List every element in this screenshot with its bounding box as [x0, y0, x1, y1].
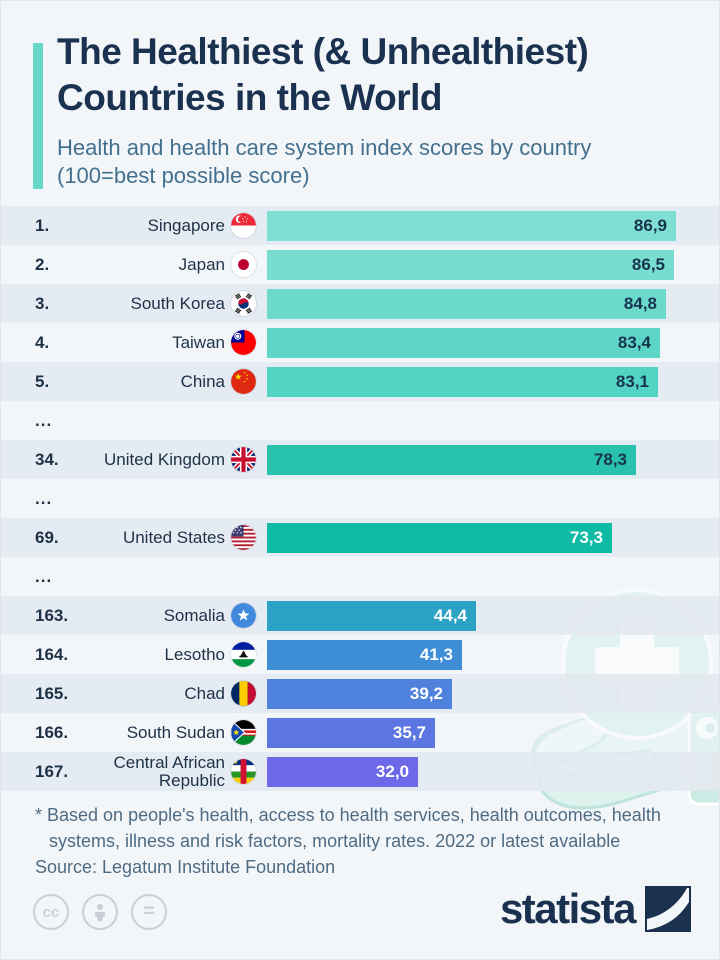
subtitle-line-1: Health and health care system index scor… [57, 135, 592, 160]
rank-label: 165. [35, 683, 69, 703]
country-label: Taiwan [172, 332, 225, 352]
country-label: China [180, 371, 225, 391]
table-row: 165. Chad 39,2 [1, 674, 719, 713]
equal-icon: = [131, 894, 167, 930]
subtitle-line-2: (100=best possible score) [57, 163, 310, 188]
page-title: The Healthiest (& Unhealthiest) Countrie… [57, 29, 589, 121]
score-bar: 86,5 [267, 249, 674, 280]
score-value: 83,1 [615, 371, 649, 391]
country-label: Lesotho [164, 644, 226, 664]
footnote-line-2: systems, illness and risk factors, morta… [49, 831, 621, 851]
rank-label: 167. [35, 761, 69, 781]
table-row: ... [1, 479, 719, 518]
score-value: 39,2 [409, 683, 443, 703]
score-bar: 78,3 [267, 444, 636, 475]
score-value: 78,3 [593, 449, 627, 469]
flag-icon [231, 642, 256, 667]
country-label: South Sudan [126, 722, 225, 742]
table-row: 166. South Sudan 35,7 [1, 713, 719, 752]
table-row: 164. Lesotho 41,3 [1, 635, 719, 674]
table-row: 1. Singapore 86,9 [1, 206, 719, 245]
flag-icon [231, 681, 256, 706]
footnote-line-1: * Based on people's health, access to he… [35, 805, 661, 825]
rank-label: ... [35, 566, 53, 586]
table-row: 163. Somalia 44,4 [1, 596, 719, 635]
country-label: Somalia [163, 605, 225, 625]
score-bar: 41,3 [267, 639, 462, 670]
score-bar: 83,1 [267, 366, 658, 397]
flag-icon [231, 213, 256, 238]
table-row: ... [1, 401, 719, 440]
attribution-person-icon [82, 894, 118, 930]
statista-wordmark: statista [499, 885, 637, 932]
flag-icon [231, 759, 256, 784]
table-row: 2. Japan 86,5 [1, 245, 719, 284]
rank-label: 34. [35, 449, 59, 469]
score-bar: 44,4 [267, 600, 476, 631]
country-label: Chad [184, 683, 225, 703]
cc-icon: cc [33, 894, 69, 930]
score-value: 84,8 [623, 293, 657, 313]
score-value: 83,4 [617, 332, 651, 352]
title-line-2: Countries in the World [57, 77, 443, 118]
table-row: 4. Taiwan 83,4 [1, 323, 719, 362]
score-value: 35,7 [392, 722, 426, 742]
score-value: 32,0 [375, 761, 409, 781]
rank-label: ... [35, 488, 53, 508]
table-row: 69. United States 73,3 [1, 518, 719, 557]
source-line: Source: Legatum Institute Foundation [35, 857, 336, 877]
country-label: United Kingdom [104, 449, 225, 469]
score-bar: 32,0 [267, 756, 418, 787]
flag-icon [231, 252, 256, 277]
country-label: United States [122, 527, 225, 547]
score-value: 44,4 [433, 605, 467, 625]
score-bar: 86,9 [267, 210, 676, 241]
rank-label: 164. [35, 644, 69, 664]
rank-label: 163. [35, 605, 69, 625]
flag-icon [231, 720, 256, 745]
table-row: 34. United Kingdom 78,3 [1, 440, 719, 479]
score-value: 73,3 [569, 527, 603, 547]
score-bar: 83,4 [267, 327, 660, 358]
rank-label: 1. [35, 215, 50, 235]
table-row: 167. Central African Republic 32,0 [1, 752, 719, 791]
score-value: 41,3 [419, 644, 453, 664]
rank-label: 5. [35, 371, 50, 391]
rank-label: 3. [35, 293, 50, 313]
country-label: Japan [178, 254, 225, 274]
flag-icon [231, 369, 256, 394]
score-bar: 73,3 [267, 522, 612, 553]
flag-icon [231, 525, 256, 550]
flag-icon [231, 447, 256, 472]
flag-icon [231, 603, 256, 628]
score-bar: 84,8 [267, 288, 666, 319]
rank-label: 166. [35, 722, 69, 742]
license-badges: cc = [33, 894, 167, 930]
statista-logo-icon [645, 886, 691, 932]
country-label: South Korea [130, 293, 225, 313]
rank-label: 2. [35, 254, 50, 274]
score-value: 86,9 [633, 215, 667, 235]
flag-icon [231, 291, 256, 316]
statista-branding: statista [500, 885, 691, 933]
rank-label: 4. [35, 332, 50, 352]
flag-icon [231, 330, 256, 355]
title-line-1: The Healthiest (& Unhealthiest) [57, 31, 589, 72]
footnote: * Based on people's health, access to he… [35, 802, 661, 854]
country-label: Central African Republic [113, 752, 226, 790]
table-row: 3. South Korea 84,8 [1, 284, 719, 323]
rank-label: ... [35, 410, 53, 430]
title-accent-bar [33, 43, 43, 189]
country-label: Singapore [147, 215, 225, 235]
score-bar: 35,7 [267, 717, 435, 748]
table-row: 5. China 83,1 [1, 362, 719, 401]
page-subtitle: Health and health care system index scor… [57, 134, 591, 190]
table-row: ... [1, 557, 719, 596]
score-value: 86,5 [631, 254, 665, 274]
bar-chart: 1. Singapore 86,9 2. Japan 86,5 3. South… [1, 206, 719, 791]
rank-label: 69. [35, 527, 59, 547]
score-bar: 39,2 [267, 678, 452, 709]
